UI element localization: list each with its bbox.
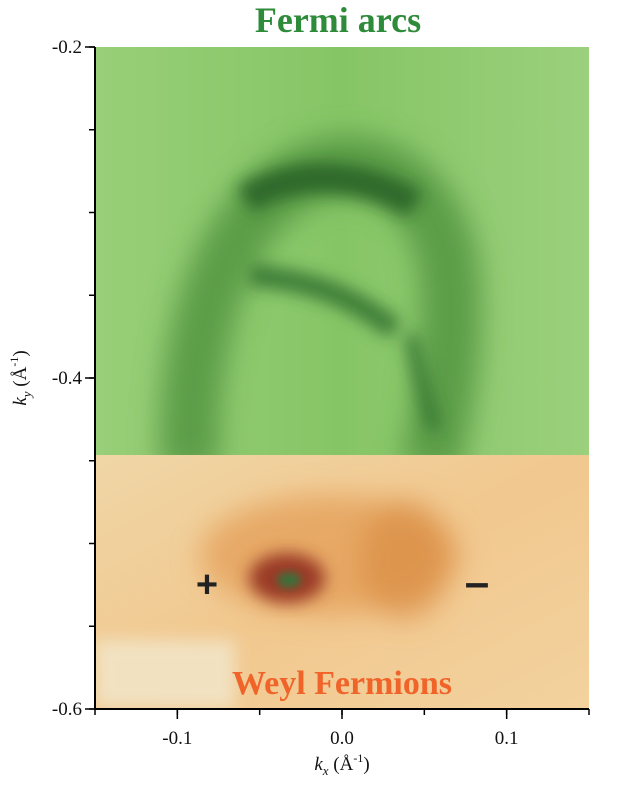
x-axis-ticks: -0.1 0.0 0.1 xyxy=(94,709,590,749)
weyl-point-minus-marker: – xyxy=(465,558,489,607)
weyl-point-plus-marker: + xyxy=(196,564,218,606)
x-tick-label: 0.1 xyxy=(495,728,519,749)
y-tick-label: -0.4 xyxy=(52,368,83,389)
y-axis-label: ky (Å-1) xyxy=(7,350,34,405)
x-tick-label: 0.0 xyxy=(330,728,354,749)
x-tick-label: -0.1 xyxy=(162,728,192,749)
fermi-arcs-panel xyxy=(95,47,589,457)
x-axis-label: kx (Å-1) xyxy=(314,751,369,778)
y-tick-label: -0.6 xyxy=(52,699,82,720)
y-tick-label: -0.2 xyxy=(52,37,82,58)
chart-title: Fermi arcs xyxy=(255,0,421,40)
y-axis-ticks: -0.2 -0.4 -0.6 xyxy=(52,37,95,720)
weyl-point-markers: + – xyxy=(196,558,489,607)
weyl-fermions-label: Weyl Fermions xyxy=(232,665,452,702)
weyl-fermions-panel: Weyl Fermions xyxy=(95,455,589,708)
